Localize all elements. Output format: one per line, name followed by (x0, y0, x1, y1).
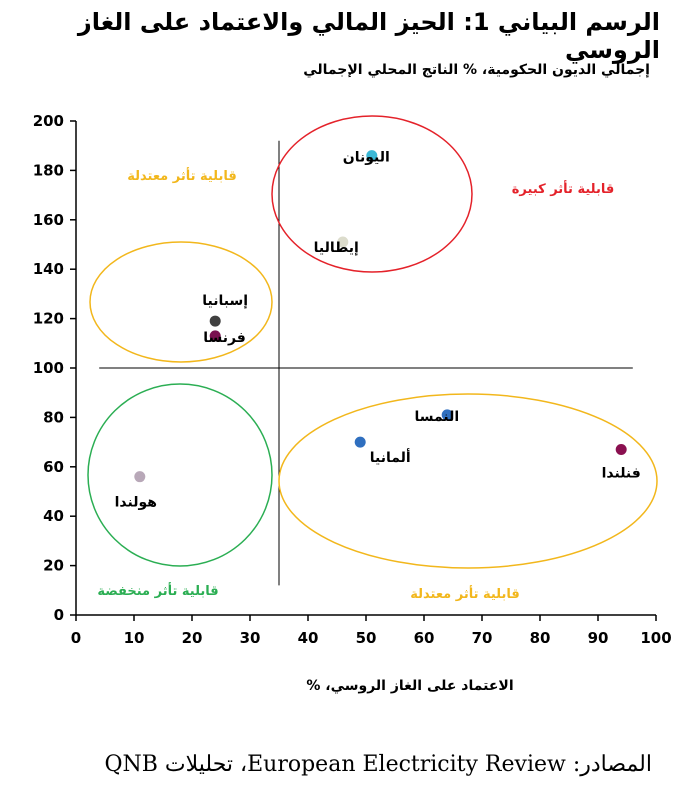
y-tick-label: 180 (33, 161, 64, 179)
zone-label: قابلية تأثر منخفضة (97, 582, 218, 599)
y-tick-label: 120 (33, 310, 64, 328)
point-label: فرنسا (203, 330, 246, 346)
x-tick-label: 60 (414, 629, 435, 647)
x-tick-label: 70 (472, 629, 493, 647)
data-point (337, 236, 349, 248)
source-note: المصادر: European Electricity Review، تح… (104, 752, 652, 777)
zone-label: قابلية تأثر معتدلة (127, 167, 237, 184)
y-axis-label: إجمالي الديون الحكومية، % الناتج المحلي … (303, 62, 650, 78)
data-point (209, 315, 221, 327)
y-tick-label: 80 (43, 408, 64, 426)
x-tick-label: 100 (640, 629, 671, 647)
point-label: فنلندا (602, 466, 641, 482)
zone-label: قابلية تأثر معتدلة (410, 585, 520, 602)
y-tick-label: 60 (43, 458, 64, 476)
data-point (441, 409, 453, 421)
x-tick-label: 0 (71, 629, 81, 647)
x-tick-label: 50 (356, 629, 377, 647)
x-tick-label: 90 (588, 629, 609, 647)
x-tick-label: 10 (124, 629, 145, 647)
data-point (615, 444, 627, 456)
data-point (134, 471, 146, 483)
point-label: اليونان (343, 150, 390, 166)
x-tick-label: 20 (182, 629, 203, 647)
point-label: إسبانيا (202, 293, 248, 309)
zone-ellipse (89, 241, 273, 363)
y-tick-label: 140 (33, 260, 64, 278)
y-tick-label: 0 (54, 606, 64, 624)
zone-ellipse (87, 383, 273, 567)
y-tick-label: 200 (33, 112, 64, 130)
point-label: ألمانيا (370, 448, 411, 466)
x-tick-label: 40 (298, 629, 319, 647)
y-tick-label: 160 (33, 211, 64, 229)
point-label: هولندا (115, 495, 157, 511)
y-tick-label: 100 (33, 359, 64, 377)
data-point (366, 150, 378, 162)
x-tick-label: 30 (240, 629, 261, 647)
y-tick-label: 20 (43, 557, 64, 575)
zone-label: قابلية تأثر كبيرة (512, 180, 615, 197)
x-axis-label: الاعتماد على الغاز الروسي، % (306, 678, 513, 694)
zone-ellipse (271, 115, 473, 273)
point-label: النمسا (415, 409, 460, 425)
point-label: إيطاليا (314, 240, 359, 256)
data-point (354, 436, 366, 448)
zone-ellipse (278, 393, 658, 569)
chart-title: الرسم البياني 1: الحيز المالي والاعتماد … (77, 8, 660, 64)
data-point (209, 330, 221, 342)
y-tick-label: 40 (43, 507, 64, 525)
x-tick-label: 80 (530, 629, 551, 647)
